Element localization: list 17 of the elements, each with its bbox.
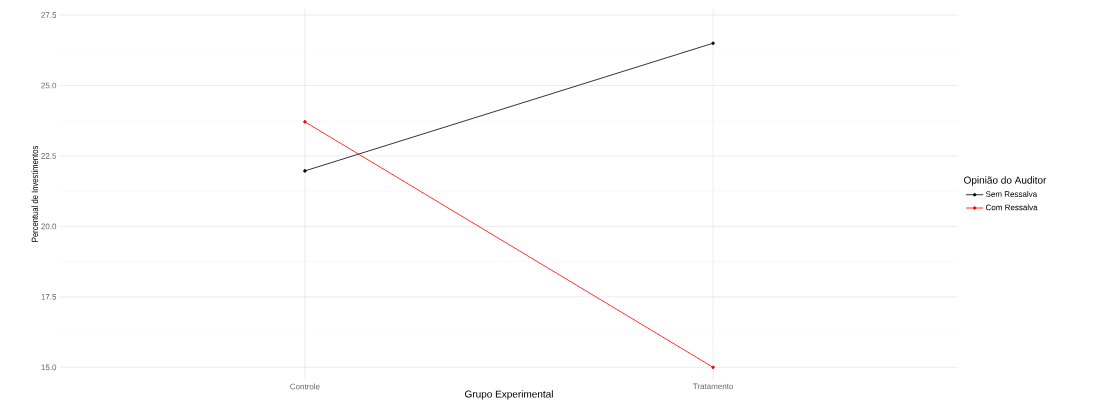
y-tick-label: 27.5 — [41, 12, 57, 18]
x-tick-label: Tratamento — [692, 383, 734, 390]
legend-title: Opinião do Auditor — [964, 176, 1047, 186]
y-tick-label: 17.5 — [41, 294, 57, 300]
y-tick-label: 25.0 — [41, 82, 57, 89]
legend-label: Sem Ressalva — [985, 191, 1038, 197]
y-tick-label: 15.0 — [41, 364, 57, 371]
point — [711, 41, 715, 45]
y-axis-title: Percentual de Investimentos — [31, 146, 39, 242]
y-tick-label: 22.5 — [41, 153, 57, 159]
legend-label: Com Ressalva — [985, 204, 1038, 211]
x-tick-label: Controle — [290, 383, 320, 390]
x-axis-title: Grupo Experimental — [465, 390, 553, 400]
point — [303, 169, 307, 173]
point — [711, 365, 715, 370]
point — [303, 120, 307, 124]
y-tick-label: 20.0 — [41, 223, 57, 230]
